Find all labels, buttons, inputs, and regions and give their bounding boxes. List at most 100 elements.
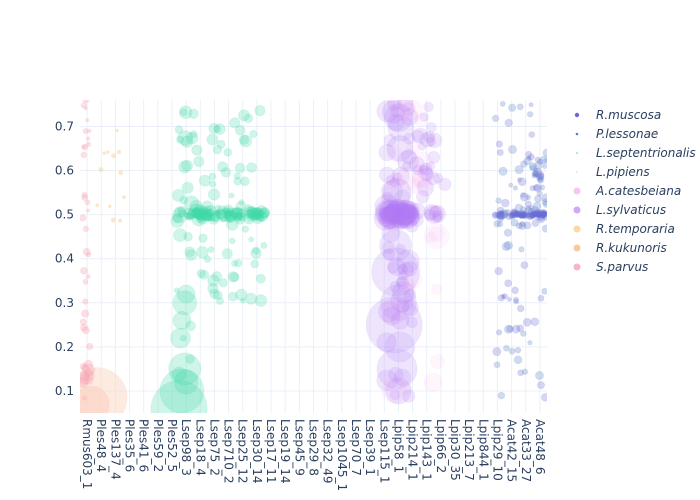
marker-lseptentrionalis <box>150 380 208 413</box>
marker-sparvus <box>83 375 94 385</box>
marker-lsylvaticus <box>431 209 443 221</box>
marker-lseptentrionalis <box>237 109 251 122</box>
marker-lsylvaticus <box>401 208 411 219</box>
marker-rmuscosa <box>531 173 537 179</box>
marker-acatesbeiana <box>396 166 421 191</box>
marker-lseptentrionalis <box>216 139 226 149</box>
marker-lseptentrionalis <box>211 271 223 282</box>
marker-rkukunoris <box>80 367 128 413</box>
marker-lseptentrionalis <box>176 284 196 304</box>
marker-lseptentrionalis <box>207 274 220 287</box>
marker-lseptentrionalis <box>213 204 223 214</box>
legend-item[interactable]: R.temporaria <box>573 222 675 236</box>
marker-lseptentrionalis <box>234 288 248 302</box>
marker-rmuscosa <box>492 211 499 218</box>
marker-lseptentrionalis <box>206 208 215 217</box>
marker-lseptentrionalis <box>176 206 187 216</box>
marker-rmuscosa <box>531 219 540 227</box>
legend-label: R.temporaria <box>596 222 675 236</box>
marker-lsylvaticus <box>396 276 408 288</box>
marker-lsylvaticus <box>376 348 418 390</box>
marker-lseptentrionalis <box>246 205 258 217</box>
marker-lsylvaticus <box>393 204 417 228</box>
marker-lseptentrionalis <box>181 181 194 194</box>
marker-lseptentrionalis <box>228 210 238 220</box>
marker-lseptentrionalis <box>172 290 198 316</box>
marker-lseptentrionalis <box>194 208 207 221</box>
marker-lsylvaticus <box>379 284 417 322</box>
marker-rmuscosa <box>529 184 536 192</box>
marker-lsylvaticus <box>397 211 412 225</box>
marker-acatesbeiana <box>423 223 450 250</box>
y-tick-label: 0.5 <box>55 208 74 222</box>
marker-lsylvaticus <box>378 200 403 224</box>
legend-marker <box>573 187 581 195</box>
marker-lseptentrionalis <box>172 213 183 224</box>
marker-lsylvaticus <box>405 205 417 217</box>
marker-rmuscosa <box>508 347 516 355</box>
marker-lsylvaticus <box>403 132 416 145</box>
x-tick-label: Lpip213_7 <box>462 419 476 481</box>
marker-lsylvaticus <box>390 105 403 118</box>
marker-lseptentrionalis <box>247 207 261 221</box>
marker-lseptentrionalis <box>219 215 227 223</box>
marker-lseptentrionalis <box>228 237 236 245</box>
marker-rmuscosa <box>500 293 506 300</box>
legend-marker <box>576 152 578 154</box>
legend-item[interactable]: L.pipiens <box>576 165 650 179</box>
marker-lseptentrionalis <box>215 209 222 216</box>
marker-lseptentrionalis <box>228 192 235 199</box>
marker-lseptentrionalis <box>173 228 187 243</box>
marker-lsylvaticus <box>395 204 420 229</box>
marker-rmuscosa <box>520 261 529 270</box>
marker-lseptentrionalis <box>234 259 243 268</box>
legend-label: S.parvus <box>596 260 648 274</box>
legend-item[interactable]: R.muscosa <box>574 108 661 122</box>
marker-lsylvaticus <box>380 206 397 223</box>
marker-lseptentrionalis <box>202 209 211 219</box>
marker-sparvus <box>80 309 90 318</box>
legend[interactable]: R.muscosa P.lessonae L.septentrionalis L.pi… <box>573 108 696 274</box>
marker-lseptentrionalis <box>207 188 221 201</box>
marker-rmuscosa <box>497 213 504 220</box>
marker-sparvus <box>82 225 90 233</box>
marker-lseptentrionalis <box>196 212 209 225</box>
y-tick-label: 0.4 <box>55 252 74 266</box>
marker-rmuscosa <box>494 212 501 219</box>
legend-item[interactable]: L.sylvaticus <box>573 203 667 217</box>
marker-lseptentrionalis <box>241 225 250 233</box>
legend-item[interactable]: P.lessonae <box>575 127 659 141</box>
marker-lseptentrionalis <box>203 255 212 264</box>
marker-lseptentrionalis <box>224 210 237 223</box>
marker-rmuscosa <box>525 155 532 162</box>
marker-lsylvaticus <box>380 207 391 217</box>
marker-rmuscosa <box>532 171 539 178</box>
x-tick-label: Lsep29_8 <box>307 419 321 476</box>
marker-lseptentrionalis <box>254 104 266 117</box>
marker-rmuscosa <box>533 167 539 173</box>
marker-lsylvaticus <box>384 377 412 405</box>
y-tick-label: 0.1 <box>55 384 74 398</box>
marker-lsylvaticus <box>377 207 401 230</box>
legend-item[interactable]: A.catesbeiana <box>573 184 682 198</box>
marker-lseptentrionalis <box>172 310 192 330</box>
legend-item[interactable]: S.parvus <box>573 260 649 274</box>
legend-label: A.catesbeiana <box>595 184 681 198</box>
marker-lsylvaticus <box>391 206 414 230</box>
legend-item[interactable]: L.septentrionalis <box>576 146 696 160</box>
legend-item[interactable]: R.kukunoris <box>573 241 667 255</box>
x-tick-label: Ples48_4 <box>94 419 108 472</box>
marker-lsylvaticus <box>381 306 401 326</box>
marker-lseptentrionalis <box>238 134 250 146</box>
marker-sparvus <box>85 118 90 123</box>
marker-lsylvaticus <box>393 368 412 387</box>
marker-sparvus <box>83 106 88 111</box>
marker-lseptentrionalis <box>232 207 246 221</box>
marker-rtemporaria <box>98 166 104 173</box>
marker-rtemporaria <box>122 195 127 200</box>
marker-lseptentrionalis <box>215 208 227 220</box>
marker-rmuscosa <box>495 140 504 148</box>
marker-lseptentrionalis <box>246 214 254 222</box>
marker-lsylvaticus <box>387 257 407 277</box>
marker-lsylvaticus <box>385 200 407 222</box>
